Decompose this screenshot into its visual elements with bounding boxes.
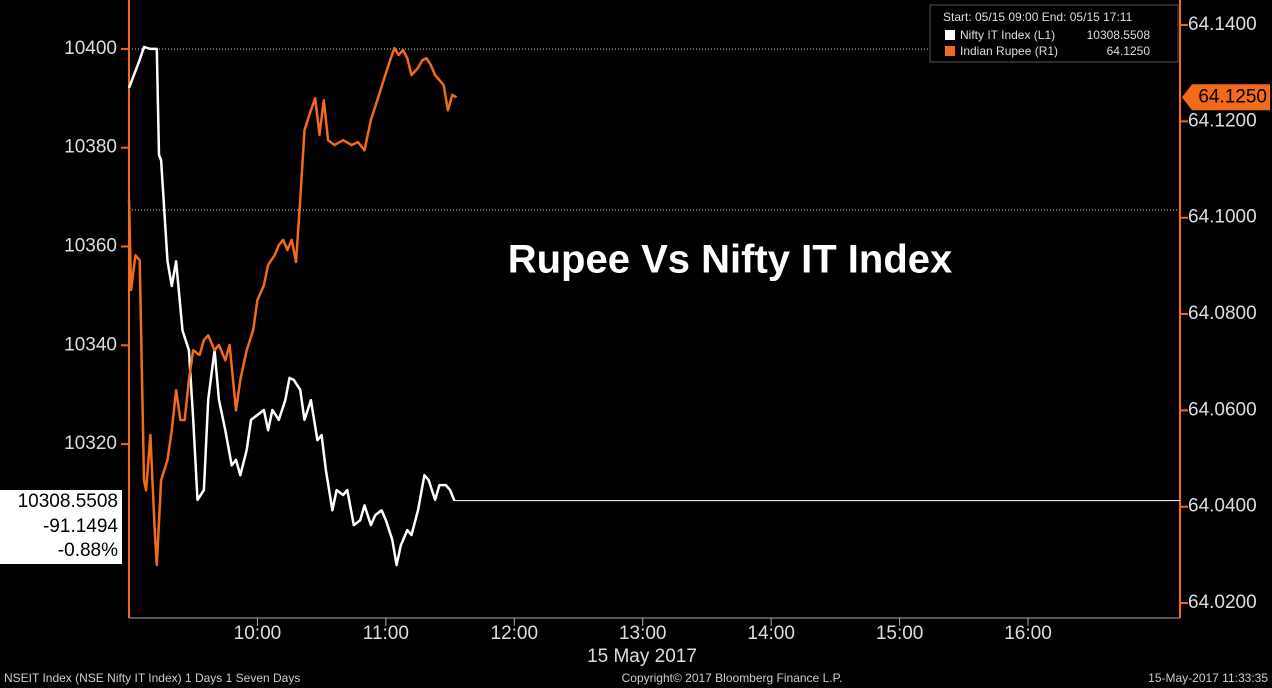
chart-title: Rupee Vs Nifty IT Index (508, 238, 953, 282)
x-tick-label: 15:00 (876, 623, 924, 644)
legend-swatch (945, 30, 955, 40)
x-tick-label: 16:00 (1004, 623, 1052, 644)
x-axis-label: 15 May 2017 (587, 646, 697, 667)
legend-header: Start: 05/15 09:00 End: 05/15 17:11 (943, 10, 1133, 24)
y-tick-label: 10320 (64, 433, 117, 454)
footer-left: NSEIT Index (NSE Nifty IT Index) 1 Days … (4, 671, 300, 685)
x-tick-label: 10:00 (234, 623, 282, 644)
legend-box (929, 4, 1179, 63)
last-value-tag-label: 64.1250 (1198, 86, 1267, 107)
footer-right: 15-May-2017 11:33:35 (1148, 671, 1268, 685)
net-change: -91.1494 (43, 516, 118, 537)
legend-label: Indian Rupee (R1) (960, 44, 1058, 58)
y2-tick-label: 64.0400 (1188, 496, 1257, 517)
last-box (0, 490, 122, 564)
x-tick-label: 12:00 (491, 623, 539, 644)
y-tick-label: 10380 (64, 137, 117, 158)
footer-center: Copyright© 2017 Bloomberg Finance L.P. (622, 671, 843, 685)
pct-change: -0.88% (58, 540, 118, 561)
y2-tick-label: 64.1000 (1188, 207, 1257, 228)
y2-tick-label: 64.1400 (1188, 14, 1257, 35)
last-price: 10308.5508 (18, 491, 118, 512)
x-tick-label: 14:00 (747, 623, 795, 644)
series-line (127, 46, 458, 567)
y-tick-label: 10400 (64, 38, 117, 59)
x-tick-label: 11:00 (363, 623, 409, 644)
y2-tick-label: 64.1200 (1188, 110, 1257, 131)
y2-tick-label: 64.0600 (1188, 399, 1257, 420)
y-tick-label: 10340 (64, 334, 117, 355)
series-line (127, 45, 456, 567)
legend-label: Nifty IT Index (L1) (960, 28, 1055, 42)
y2-tick-label: 64.0800 (1188, 303, 1257, 324)
y2-tick-label: 64.0200 (1188, 592, 1257, 613)
legend-value: 10308.5508 (1087, 28, 1151, 42)
y-tick-label: 10360 (64, 236, 117, 257)
last-value-tag (1182, 84, 1270, 111)
legend-value: 64.1250 (1107, 44, 1151, 58)
legend-swatch (945, 46, 955, 56)
x-tick-label: 13:00 (619, 623, 667, 644)
